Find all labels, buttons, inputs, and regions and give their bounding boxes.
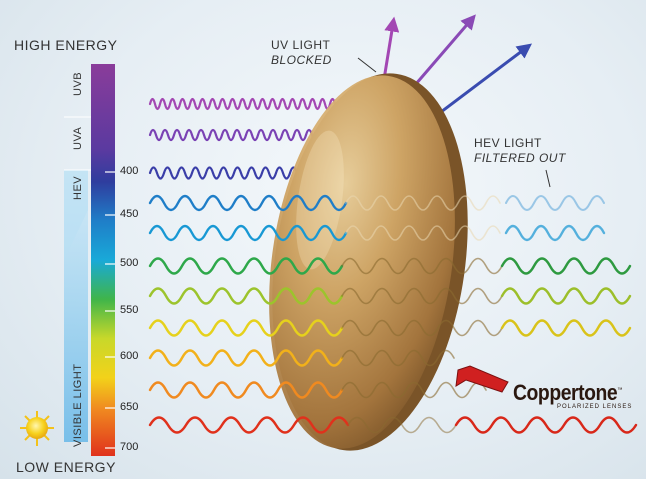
high-energy-label: HIGH ENERGY bbox=[14, 37, 118, 53]
wave-yellow-right bbox=[500, 319, 632, 337]
wave-blue-1-lens bbox=[345, 195, 501, 211]
tick-500: 500 bbox=[120, 257, 139, 269]
hev-leader-line bbox=[545, 169, 551, 188]
wave-amber-left bbox=[148, 349, 344, 367]
hev-callout: HEV LIGHT FILTERED OUT bbox=[474, 136, 566, 166]
wave-green-1-left bbox=[148, 257, 344, 275]
wave-blue-2-left bbox=[148, 224, 348, 242]
brand-tagline: POLARIZED LENSES bbox=[557, 404, 633, 410]
spectrum-bar bbox=[91, 64, 115, 456]
wave-green-1-lens bbox=[341, 257, 503, 275]
uvb-label: UVB bbox=[72, 71, 84, 96]
wave-green-2-lens bbox=[341, 287, 503, 305]
brand-pointer-arrow bbox=[455, 365, 509, 393]
wave-blue-2-right bbox=[504, 224, 606, 242]
wave-green-1-right bbox=[500, 257, 632, 275]
tick-700: 700 bbox=[120, 441, 139, 453]
wave-blue-1-left bbox=[148, 194, 348, 212]
uv-leader-line bbox=[357, 57, 377, 73]
wave-green-2-left bbox=[148, 287, 344, 305]
uv-callout-subtitle: BLOCKED bbox=[271, 53, 332, 67]
tick-450: 450 bbox=[120, 208, 139, 220]
brand-name: Coppertone™ bbox=[513, 380, 623, 405]
visible-light-label: VISIBLE LIGHT bbox=[72, 363, 84, 447]
sun-icon bbox=[20, 411, 54, 446]
hev-callout-subtitle: FILTERED OUT bbox=[474, 151, 566, 165]
visible-light-taper bbox=[64, 170, 88, 260]
wave-orange-left bbox=[148, 381, 344, 399]
wave-yellow-lens bbox=[341, 319, 503, 337]
tick-550: 550 bbox=[120, 304, 139, 316]
tick-400: 400 bbox=[120, 165, 139, 177]
wave-yellow-left bbox=[148, 319, 344, 337]
uvb-wave bbox=[148, 97, 382, 111]
hev-callout-title: HEV LIGHT bbox=[474, 136, 542, 150]
tick-600: 600 bbox=[120, 350, 139, 362]
wave-amber-lens bbox=[341, 349, 455, 367]
wave-red-lens bbox=[347, 416, 457, 434]
low-energy-label: LOW ENERGY bbox=[16, 459, 116, 475]
wave-blue-1-right bbox=[505, 195, 605, 211]
wave-green-2-right bbox=[500, 287, 632, 305]
brand-logo: Coppertone™ POLARIZED LENSES bbox=[513, 380, 637, 410]
trademark: ™ bbox=[617, 387, 623, 394]
tick-marks bbox=[105, 171, 115, 449]
uv-callout: UV LIGHT BLOCKED bbox=[271, 38, 332, 68]
wave-orange-lens bbox=[341, 381, 487, 399]
wave-blue-2-lens bbox=[345, 225, 501, 241]
wave-red-left bbox=[148, 416, 350, 434]
hev-label: HEV bbox=[72, 175, 84, 200]
uv-callout-title: UV LIGHT bbox=[271, 38, 331, 52]
wave-red-right bbox=[454, 416, 638, 434]
uva-label: UVA bbox=[72, 126, 84, 150]
tick-650: 650 bbox=[120, 401, 139, 413]
